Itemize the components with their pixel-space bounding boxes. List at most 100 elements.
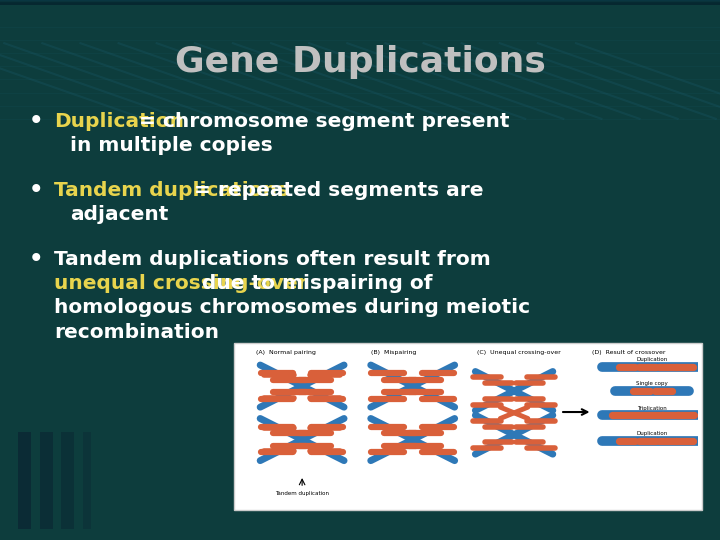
- Text: (D)  Result of crossover: (D) Result of crossover: [593, 350, 666, 355]
- Bar: [0, 3, 720, 5]
- Bar: [0, 1, 720, 4]
- Bar: [0, 1, 720, 4]
- Bar: [0, 1, 720, 3]
- Bar: [0, 1, 720, 4]
- Bar: [0, 1, 720, 3]
- Bar: [0, 2, 720, 5]
- Bar: [0, 2, 720, 4]
- Bar: [0, 2, 720, 4]
- Bar: [0, 3, 720, 5]
- Bar: [0, 3, 720, 5]
- Bar: [0, 1, 720, 3]
- Bar: [61, 432, 74, 529]
- Bar: [0, 1, 720, 3]
- Bar: [0, 2, 720, 4]
- Bar: [0, 2, 720, 4]
- Text: Gene Duplications: Gene Duplications: [174, 45, 546, 79]
- Text: Tandem duplications often result from: Tandem duplications often result from: [54, 249, 491, 269]
- Bar: [0, 1, 720, 4]
- Bar: [0, 2, 720, 4]
- Bar: [0, 2, 720, 4]
- Bar: [0, 2, 720, 4]
- Bar: [0, 1, 720, 4]
- Bar: [0, 1, 720, 4]
- Bar: [0, 0, 720, 3]
- Bar: [0, 1, 720, 4]
- Bar: [0, 1, 720, 3]
- Bar: [0, 2, 720, 4]
- Text: •: •: [29, 179, 43, 201]
- Bar: [0, 2, 720, 5]
- Bar: [0, 0, 720, 3]
- Bar: [0, 2, 720, 5]
- Bar: [0, 1, 720, 3]
- Bar: [0, 2, 720, 5]
- Bar: [0, 2, 720, 4]
- Bar: [0, 3, 720, 5]
- Bar: [0, 2, 720, 4]
- Bar: [0, 2, 720, 5]
- Bar: [0, 1, 720, 4]
- Bar: [0, 1, 720, 3]
- Bar: [0, 2, 720, 5]
- Bar: [0, 1, 720, 3]
- Bar: [0, 1, 720, 3]
- Bar: [0, 0, 720, 3]
- Bar: [0, 0, 720, 3]
- Bar: [0, 0, 720, 3]
- Bar: [0, 2, 720, 5]
- Bar: [0, 2, 720, 5]
- Bar: [0, 0, 720, 3]
- Bar: [0, 2, 720, 5]
- Bar: [0, 2, 720, 5]
- Bar: [0, 2, 720, 5]
- Text: Tandem duplications: Tandem duplications: [54, 180, 289, 200]
- Bar: [0, 0, 720, 3]
- Text: Triplication: Triplication: [637, 406, 667, 410]
- Bar: [0, 2, 720, 5]
- Bar: [0, 2, 720, 4]
- Bar: [0, 1, 720, 3]
- Text: adjacent: adjacent: [70, 205, 168, 224]
- Bar: [0, 2, 720, 5]
- Bar: [0, 1, 720, 4]
- Text: unequal crossing-over: unequal crossing-over: [54, 274, 307, 293]
- Bar: [0, 2, 720, 5]
- Bar: [18, 432, 31, 529]
- Bar: [0, 1, 720, 4]
- Bar: [0, 1, 720, 4]
- Bar: [0, 1, 720, 4]
- Bar: [0, 1, 720, 4]
- Bar: [0, 2, 720, 5]
- Bar: [0, 1, 720, 4]
- Bar: [0, 2, 720, 4]
- Bar: [0, 0, 720, 3]
- Bar: [0, 2, 720, 4]
- Bar: [0, 1, 720, 3]
- Bar: [0, 2, 720, 5]
- Bar: [0, 2, 720, 4]
- Bar: [0, 1, 720, 3]
- Bar: [0, 2, 720, 4]
- Bar: [0, 1, 720, 4]
- Bar: [0, 2, 720, 4]
- Bar: [0, 2, 720, 4]
- Bar: [0, 2, 720, 4]
- Bar: [0, 1, 720, 4]
- Bar: [0, 1, 720, 3]
- Bar: [0, 1, 720, 3]
- Bar: [0, 3, 720, 5]
- Text: recombination: recombination: [54, 322, 219, 342]
- Bar: [0, 1, 720, 3]
- Bar: [0, 1, 720, 4]
- Bar: [0, 1, 720, 4]
- Text: Duplication: Duplication: [636, 357, 668, 362]
- Bar: [0, 3, 720, 5]
- Bar: [0, 3, 720, 5]
- Bar: [83, 432, 91, 529]
- Bar: [0, 1, 720, 3]
- Bar: [0, 2, 720, 5]
- Bar: [0, 1, 720, 3]
- Bar: [0, 3, 720, 5]
- Bar: [0, 1, 720, 3]
